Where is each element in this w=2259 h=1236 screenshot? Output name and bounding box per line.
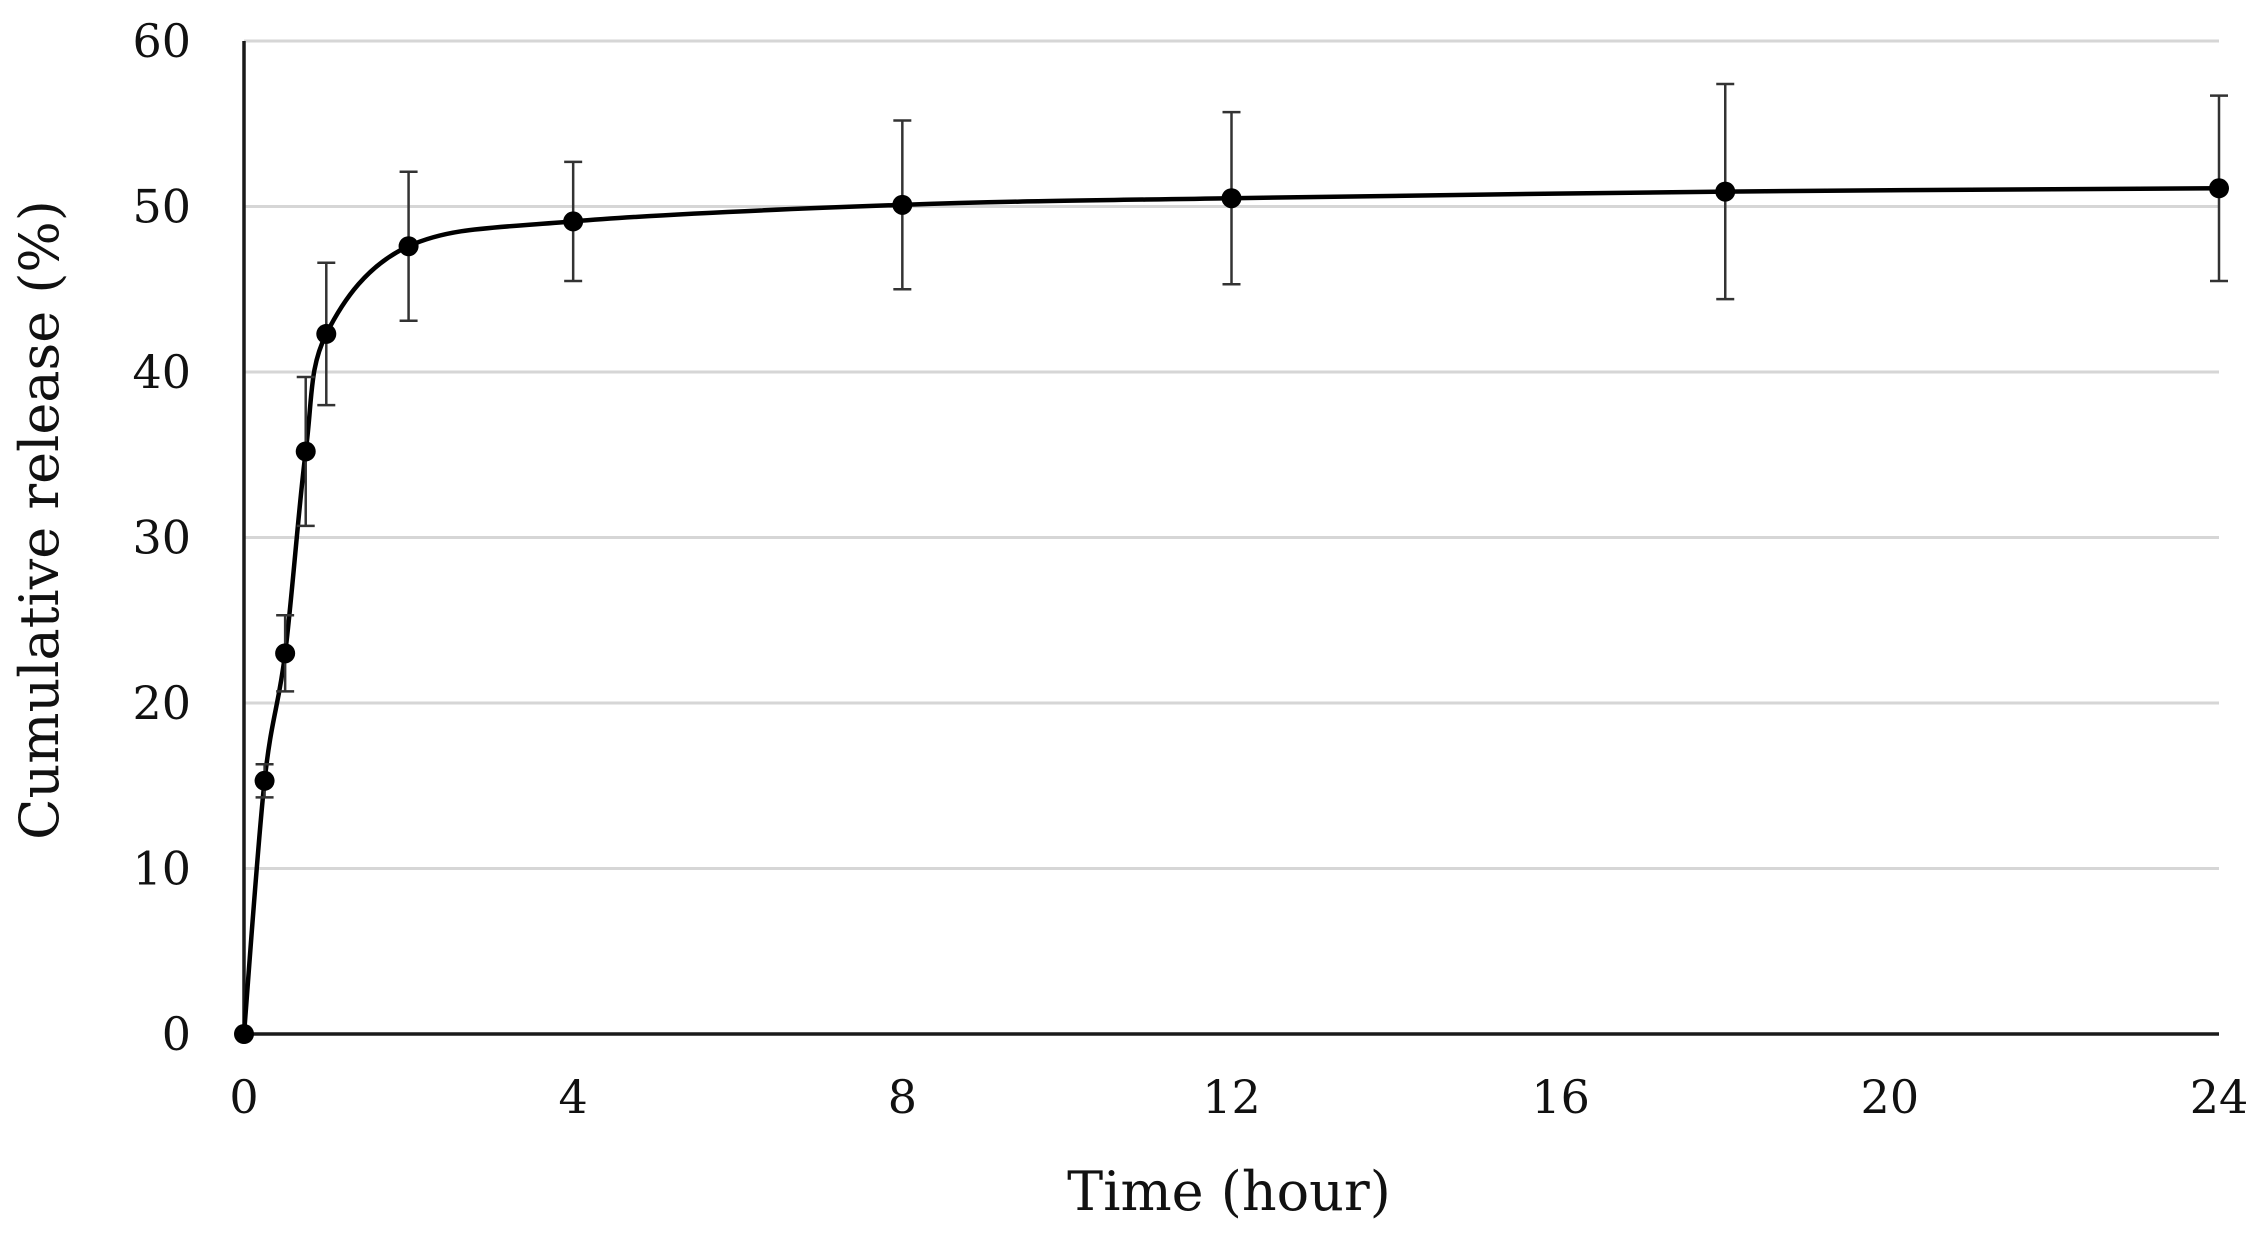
- data-points: [234, 178, 2229, 1044]
- x-tick-label: 20: [1861, 1070, 1920, 1124]
- y-axis-title: Cumulative release (%): [8, 200, 71, 840]
- data-point: [316, 323, 337, 344]
- data-point: [295, 441, 316, 462]
- y-tick-label: 30: [132, 511, 191, 565]
- y-tick-label: 50: [132, 180, 191, 234]
- data-point: [1221, 188, 1242, 209]
- y-tick-label: 10: [132, 842, 191, 896]
- data-point: [2209, 178, 2229, 199]
- series: [241, 186, 2222, 1037]
- y-tick-label: 40: [132, 345, 191, 399]
- data-point: [234, 1024, 254, 1044]
- data-point: [254, 770, 275, 791]
- x-axis-title: Time (hour): [1067, 1160, 1391, 1223]
- data-point: [892, 194, 913, 215]
- data-point: [275, 643, 296, 664]
- x-tick-labels: 0 4 8 12 16 20 24: [229, 1070, 2248, 1124]
- data-point: [398, 236, 419, 257]
- axes: [242, 41, 2219, 1036]
- x-tick-label: 16: [1531, 1070, 1590, 1124]
- x-tick-label: 8: [888, 1070, 917, 1124]
- y-tick-label: 60: [132, 14, 191, 68]
- data-point: [563, 211, 584, 232]
- x-tick-label: 0: [229, 1070, 258, 1124]
- x-tick-label: 24: [2190, 1070, 2249, 1124]
- y-tick-labels: 0 10 20 30 40 50 60: [132, 14, 191, 1061]
- series-line: [241, 186, 2222, 1037]
- x-tick-label: 12: [1202, 1070, 1261, 1124]
- y-tick-label: 0: [162, 1007, 191, 1061]
- x-tick-label: 4: [559, 1070, 588, 1124]
- data-point: [1715, 181, 1736, 202]
- y-tick-label: 20: [132, 676, 191, 730]
